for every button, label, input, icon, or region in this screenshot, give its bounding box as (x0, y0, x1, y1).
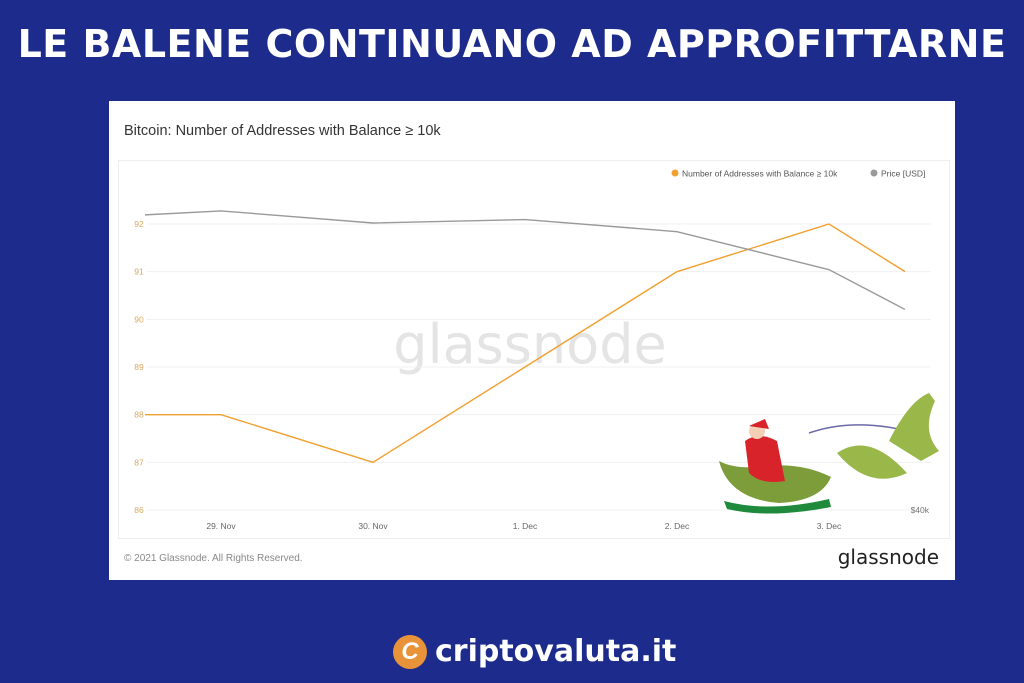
brand-name: criptovaluta.it (435, 634, 677, 669)
x-tick-label: 29. Nov (206, 521, 236, 531)
y-tick-label: 91 (134, 267, 144, 277)
legend: Number of Addresses with Balance ≥ 10k P… (671, 169, 925, 179)
y-tick-label: 86 (134, 505, 144, 515)
x-tick-label: 2. Dec (665, 521, 690, 531)
legend-label-addresses[interactable]: Number of Addresses with Balance ≥ 10k (682, 169, 838, 179)
legend-marker-price (870, 169, 878, 177)
y-right-tick-label: $40k (911, 505, 930, 515)
santa-sleigh-illustration (719, 393, 939, 514)
bitcoin-c-icon: C (393, 634, 427, 669)
headline: LE BALENE CONTINUANO AD APPROFITTARNE (17, 22, 1007, 66)
plot-area (118, 160, 950, 539)
chart-svg: glassnode 86 87 88 89 90 91 92 $40k 29. Nov 30. N… (134, 169, 939, 531)
y-tick-label: 89 (134, 362, 144, 372)
x-tick-label: 3. Dec (817, 521, 842, 531)
legend-label-price[interactable]: Price [USD] (881, 169, 925, 179)
watermark: glassnode (393, 313, 666, 376)
chart-card: Bitcoin: Number of Addresses with Balanc… (109, 101, 955, 580)
x-tick-label: 1. Dec (513, 521, 538, 531)
y-tick-label: 92 (134, 219, 144, 229)
legend-marker-addresses (671, 169, 679, 177)
y-tick-label: 90 (134, 314, 144, 324)
x-tick-label: 30. Nov (358, 521, 388, 531)
brand-logo[interactable]: C criptovaluta.it (393, 634, 676, 669)
chart-title: Bitcoin: Number of Addresses with Balanc… (124, 123, 441, 139)
y-tick-label: 88 (134, 410, 144, 420)
y-tick-label: 87 (134, 457, 144, 467)
price-line (144, 210, 906, 311)
glassnode-logo[interactable]: glassnode (837, 545, 939, 569)
copyright-text: © 2021 Glassnode. All Rights Reserved. (124, 553, 303, 564)
